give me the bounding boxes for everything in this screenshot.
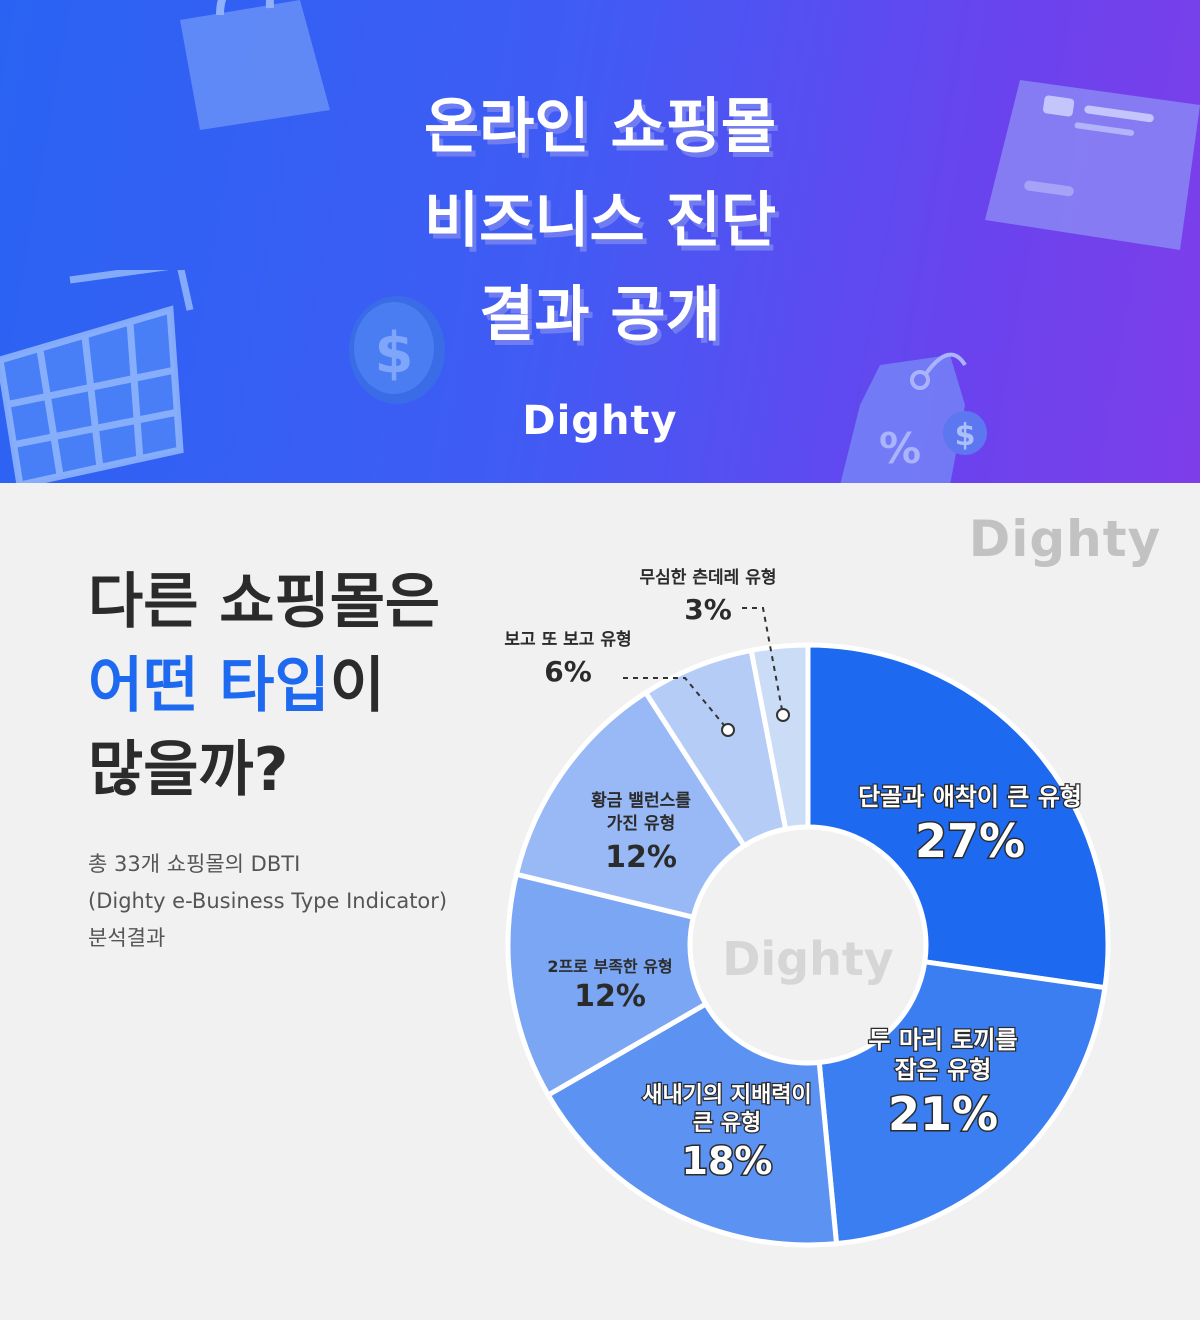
slice-label-3-line-1: 새내기의 지배력이 (642, 1083, 812, 1108)
corner-logo: Dighty (968, 510, 1162, 568)
slice-value-4: 12% (574, 979, 646, 1014)
leader-dot-6 (721, 723, 735, 737)
banner-title-line-2: 비즈니스 진단 (423, 186, 777, 256)
donut-slice-5 (513, 689, 748, 921)
slice-value-3: 18% (682, 1139, 773, 1183)
slice-value-1: 27% (915, 814, 1025, 868)
svg-text:$: $ (375, 321, 414, 386)
donut-slice-3 (544, 1000, 840, 1248)
description-line-2: (Dighty e-Business Type Indicator) (88, 889, 448, 913)
leader-line-7 (742, 607, 784, 716)
donut-slice-2 (816, 958, 1108, 1247)
slice-label-5-line-2: 가진 유형 (607, 813, 675, 834)
description-line-3: 분석결과 (88, 926, 166, 950)
slice-label-5-line-1: 황금 밸런스를 (591, 791, 691, 811)
shopping-bag-icon (180, 0, 330, 130)
slice-value-6: 6% (544, 655, 592, 688)
shopping-cart-icon (0, 270, 194, 483)
headline-line-2: 어떤 타입이 (88, 644, 518, 728)
leader-line-6 (623, 677, 729, 731)
svg-text:$: $ (955, 418, 976, 453)
slice-label-2-line-2: 잡은 유형 (895, 1056, 992, 1084)
headline-line-3: 많을까? (88, 735, 289, 805)
dollar-coin-icon: $ (349, 296, 445, 404)
slice-value-2: 21% (888, 1087, 998, 1141)
slice-label-2-line-1: 두 마리 토끼를 (868, 1026, 1017, 1054)
price-tag-icon: % $ (840, 352, 987, 483)
svg-text:%: % (879, 424, 921, 473)
donut-slice-4 (505, 871, 710, 1099)
headline-line-1: 다른 쇼핑몰은 (88, 567, 441, 637)
leader-dot-7 (776, 708, 790, 722)
credit-card-icon (985, 80, 1200, 250)
donut-slice-1 (805, 642, 1111, 991)
banner-title: 온라인 쇼핑몰 비즈니스 진단 결과 공개 (0, 80, 1200, 362)
banner-title-line-3: 결과 공개 (479, 280, 721, 350)
slice-value-5: 12% (605, 840, 677, 875)
headline-line-2-rest: 이 (329, 651, 385, 721)
hero-banner: $ % $ 온라인 쇼핑몰 비즈니스 진단 결과 공개 Dighty (0, 0, 1200, 483)
headline-accent: 어떤 타입 (88, 651, 330, 721)
chart-center-logo: Dighty (722, 932, 894, 986)
description-line-1: 총 33개 쇼핑몰의 DBTI (88, 852, 301, 876)
slice-label-7: 무심한 츤데레 유형 (640, 567, 777, 588)
slice-value-7: 3% (684, 593, 732, 626)
banner-title-line-1: 온라인 쇼핑몰 (423, 92, 777, 162)
slice-label-3-line-2: 큰 유형 (693, 1111, 761, 1136)
banner-logo: Dighty (522, 398, 678, 444)
slice-label-1: 단골과 애착이 큰 유형 (858, 783, 1082, 811)
slice-label-4: 2프로 부족한 유형 (547, 957, 672, 976)
slice-label-6: 보고 또 보고 유형 (504, 629, 631, 650)
headline: 다른 쇼핑몰은 어떤 타입이 많을까? (88, 560, 518, 812)
description: 총 33개 쇼핑몰의 DBTI (Dighty e-Business Type … (88, 846, 488, 957)
